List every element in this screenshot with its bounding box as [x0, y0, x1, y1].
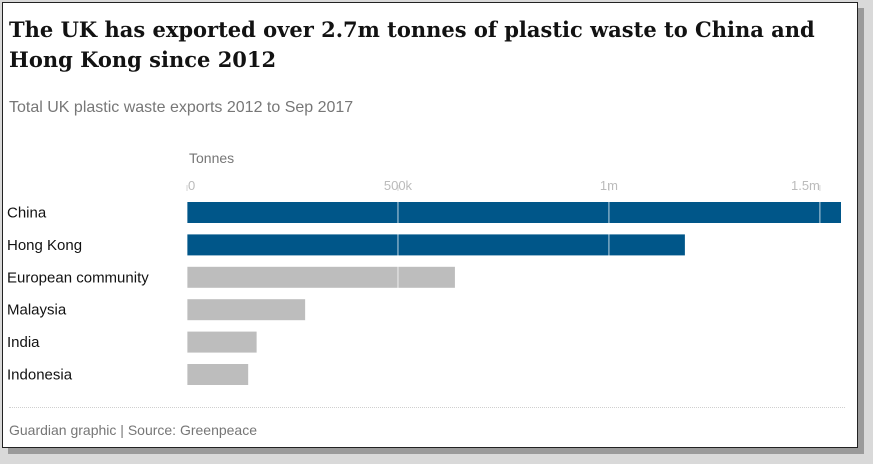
chart-source: Guardian graphic | Source: Greenpeace [9, 422, 258, 438]
bar-chart: China Hong Kong European community Malaysia… [7, 178, 841, 387]
bar-european-community [187, 266, 455, 288]
category-label: Indonesia [7, 367, 73, 384]
chart-card: The UK has exported over 2.7m tonnes of … [2, 2, 858, 448]
tick-label: 1.5m [791, 178, 820, 193]
category-label: Malaysia [7, 302, 67, 319]
tick-label: 500k [384, 178, 413, 193]
bar-china [187, 202, 841, 223]
category-label: Hong Kong [7, 237, 82, 254]
category-label: European community [7, 269, 149, 286]
category-label: China [7, 205, 47, 222]
chart-title: The UK has exported over 2.7m tonnes of … [9, 17, 815, 72]
bar-hong-kong [187, 234, 685, 256]
tick-label: 1m [600, 178, 618, 193]
chart-subtitle: Total UK plastic waste exports 2012 to S… [9, 99, 354, 116]
x-axis-unit-label: Tonnes [189, 150, 235, 166]
bar-indonesia [187, 364, 249, 385]
bar-malaysia [187, 299, 306, 321]
category-label: India [7, 334, 40, 351]
tick-label: 0 [188, 178, 195, 193]
footer-divider [9, 407, 845, 408]
bar-india [187, 331, 257, 353]
